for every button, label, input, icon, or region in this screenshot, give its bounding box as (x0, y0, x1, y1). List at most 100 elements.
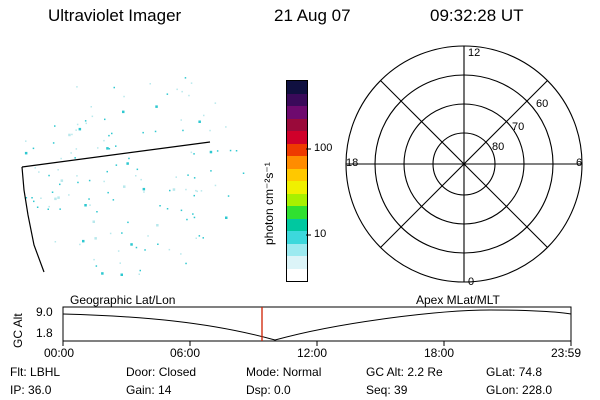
time-tick-0000: 00:00 (44, 346, 75, 360)
emission-dot (187, 174, 189, 176)
emission-dot (57, 169, 59, 171)
emission-dot (76, 123, 79, 126)
emission-dot (121, 232, 123, 234)
status-flt: Flt: LBHL (10, 365, 61, 379)
colorbar-segment (287, 168, 307, 181)
emission-dot (193, 216, 196, 219)
emission-dot (185, 262, 187, 265)
altitude-plot-frame (62, 306, 572, 342)
uv-image-panel (21, 77, 245, 276)
emission-dot (242, 172, 245, 174)
emission-dot (130, 243, 133, 246)
status-seq: Seq: 39 (366, 383, 408, 397)
status-mode: Mode: Normal (246, 365, 322, 379)
emission-dot (79, 243, 81, 246)
time-tick-2359: 23:59 (551, 346, 582, 360)
emission-dot (54, 241, 57, 243)
emission-dot (225, 126, 227, 128)
emission-dot (193, 194, 195, 197)
emission-dot (184, 77, 187, 79)
emission-dot (108, 148, 111, 150)
emission-dot (135, 175, 137, 177)
emission-dot (198, 235, 201, 237)
emission-dot (123, 95, 125, 98)
emission-dot (140, 178, 142, 181)
emission-dot (25, 197, 28, 199)
emission-dot (190, 82, 193, 84)
emission-dot (139, 269, 141, 272)
emission-dot (185, 188, 187, 191)
emission-dot (193, 177, 196, 179)
emission-dot (91, 115, 94, 118)
emission-dot (123, 185, 126, 188)
geographic-label: Geographic Lat/Lon (70, 293, 176, 307)
altitude-tick-1-8: 1.8 (36, 326, 53, 340)
emission-dot (52, 142, 55, 144)
emission-dot (85, 122, 87, 125)
emission-dot (119, 262, 121, 264)
emission-dot (149, 83, 151, 85)
lat-label-60: 60 (536, 98, 549, 110)
colorbar-segment (287, 93, 307, 106)
emission-dot (51, 191, 54, 193)
emission-dot (106, 170, 108, 173)
colorbar-segment (287, 118, 307, 131)
emission-dot (128, 157, 130, 160)
emission-dot (103, 139, 105, 142)
emission-dot (168, 248, 171, 251)
emission-dot (74, 157, 76, 159)
colorbar-segment (287, 106, 307, 119)
emission-dot (59, 208, 61, 210)
emission-dot (104, 118, 106, 121)
emission-dot (107, 191, 109, 194)
time-tick-1800: 18:00 (424, 346, 455, 360)
status-gc-alt: GC Alt: 2.2 Re (366, 365, 443, 379)
colorbar-segment (287, 256, 307, 269)
emission-dot (90, 106, 92, 108)
emission-dot (203, 114, 205, 117)
emission-dot (172, 188, 176, 191)
emission-dot (103, 180, 105, 183)
emission-dot (115, 164, 118, 166)
mlt-label-0: 0 (468, 276, 475, 288)
status-glat: GLat: 74.8 (486, 365, 543, 379)
emission-dot (57, 196, 60, 199)
emission-dot (33, 200, 35, 203)
emission-dot (166, 93, 169, 95)
emission-dot (144, 249, 146, 251)
emission-dot (78, 127, 82, 131)
emission-dot (143, 191, 145, 193)
emission-dot (138, 273, 140, 275)
emission-dot (60, 157, 62, 160)
emission-dot (75, 148, 78, 150)
lat-label-80: 80 (492, 141, 505, 153)
emission-dot (159, 205, 161, 207)
emission-dot (235, 150, 238, 152)
polar-plot (345, 45, 583, 283)
colorbar-segment (287, 231, 307, 244)
emission-dot (147, 235, 149, 237)
emission-dot (210, 170, 212, 172)
emission-dot (92, 220, 95, 223)
mlt-label-12: 12 (468, 47, 481, 59)
emission-dot (225, 216, 228, 219)
emission-dot (169, 189, 171, 192)
altitude-curve (62, 309, 572, 341)
colorbar-unit-label: photon cm⁻²s⁻¹ (262, 162, 276, 245)
emission-dot (108, 134, 110, 137)
emission-dot (198, 120, 201, 123)
colorbar-segment (287, 143, 307, 156)
emission-dot (89, 204, 91, 206)
emission-dot (229, 149, 232, 152)
emission-dot (190, 151, 193, 154)
emission-dot (176, 88, 178, 91)
apex-label: Apex MLat/MLT (416, 293, 500, 307)
emission-dot (93, 258, 95, 261)
emission-dot (106, 147, 109, 150)
emission-dot (109, 232, 112, 235)
emission-dot (47, 208, 49, 210)
time-label: 09:32:28 UT (430, 6, 524, 25)
emission-dot (127, 221, 129, 224)
emission-dot (101, 272, 104, 275)
emission-dot (68, 194, 70, 196)
